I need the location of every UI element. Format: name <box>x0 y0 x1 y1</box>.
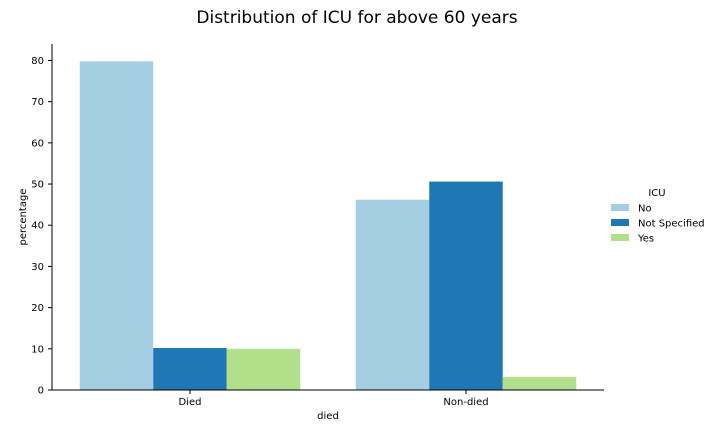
bar-died-not-specified <box>153 347 227 390</box>
legend-label: No <box>638 204 652 215</box>
legend-title: ICU <box>648 188 665 199</box>
legend-entries: No Not Specified Yes <box>611 204 705 245</box>
legend-swatch <box>611 204 629 211</box>
bars-layer <box>79 61 577 391</box>
x-tick-label: Died <box>179 397 202 408</box>
y-tick-label: 0 <box>38 386 44 397</box>
bar-non-died-yes <box>502 376 577 390</box>
y-axis-ticks: 0 10 20 30 40 50 60 70 80 <box>31 56 52 397</box>
y-tick-label: 80 <box>31 56 44 67</box>
legend-label: Yes <box>637 234 654 245</box>
x-axis-ticks: Died Non-died <box>179 390 489 408</box>
y-tick-label: 20 <box>31 303 44 314</box>
y-tick-label: 50 <box>31 180 44 191</box>
y-tick-label: 10 <box>31 344 44 355</box>
bar-non-died-not-specified <box>429 181 503 390</box>
bar-non-died-no <box>355 199 430 390</box>
bar-died-no <box>79 61 154 391</box>
legend-swatch <box>611 234 629 241</box>
y-tick-label: 60 <box>31 138 44 149</box>
y-tick-label: 70 <box>31 97 44 108</box>
x-tick-label: Non-died <box>443 397 488 408</box>
chart-title: Distribution of ICU for above 60 years <box>196 8 517 28</box>
y-tick-label: 30 <box>31 262 44 273</box>
legend-swatch <box>611 219 629 226</box>
y-tick-label: 40 <box>31 221 44 232</box>
x-axis-label: died <box>317 411 339 422</box>
bar-died-yes <box>226 348 301 390</box>
y-axis-label: percentage <box>18 189 29 246</box>
legend-label: Not Specified <box>638 219 705 230</box>
legend: ICU No Not Specified Yes <box>611 188 705 245</box>
